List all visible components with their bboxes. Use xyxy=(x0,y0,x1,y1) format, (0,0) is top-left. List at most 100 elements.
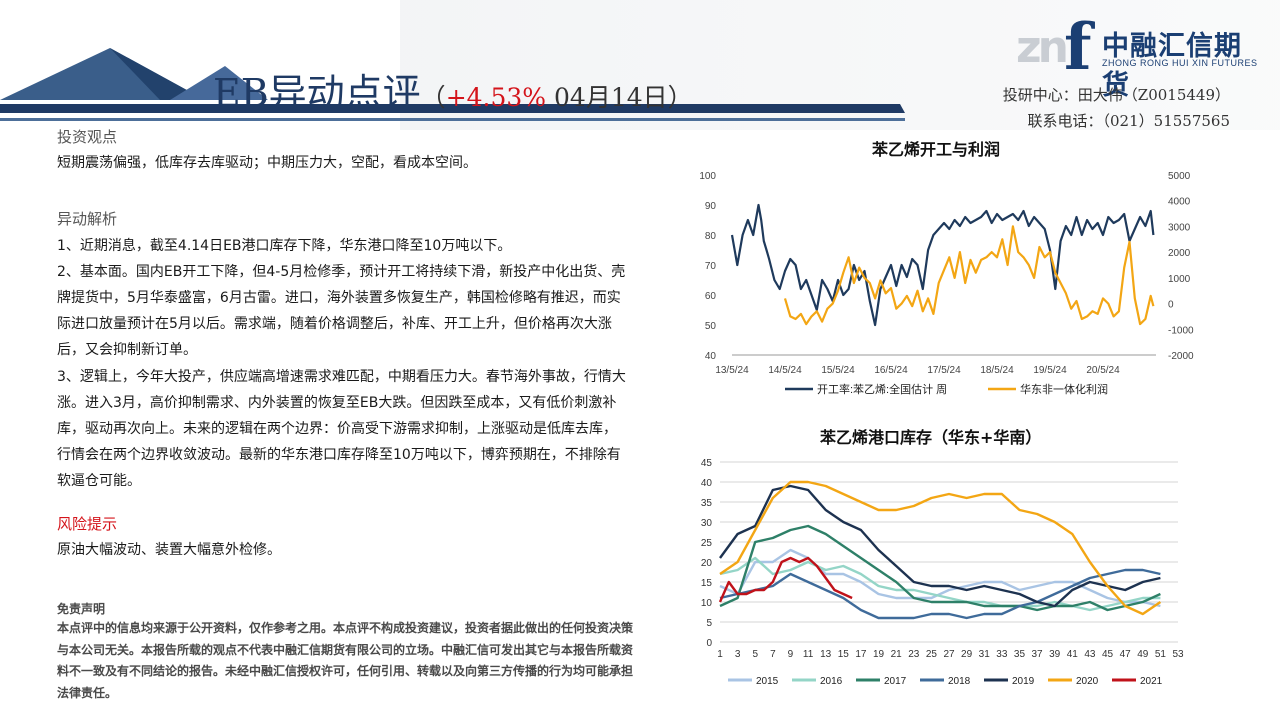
y-left-tick-label: 90 xyxy=(705,201,717,212)
y-right-tick-label: 5000 xyxy=(1168,171,1191,182)
x-tick-label: 27 xyxy=(943,649,955,660)
series-line-2019 xyxy=(719,484,1161,608)
x-tick-label: 47 xyxy=(1120,649,1132,660)
series-line-2021 xyxy=(718,556,853,603)
series-line-2016 xyxy=(719,556,1161,612)
disclaimer-heading: 免责声明 xyxy=(57,602,106,616)
x-tick-label: 31 xyxy=(979,649,991,660)
y-left-tick-label: 60 xyxy=(705,291,717,302)
change-percent: +4.53% xyxy=(445,83,547,112)
series-line-2020 xyxy=(719,480,1162,616)
chart2-title: 苯乙烯港口库存（华东+华南） xyxy=(820,428,1042,447)
y-right-tick-label: 1000 xyxy=(1168,274,1191,285)
view-heading: 投资观点 xyxy=(57,128,118,146)
series-line-operating-rate xyxy=(730,203,1155,327)
x-tick-label: 15 xyxy=(838,649,850,660)
y-right-tick-label: -1000 xyxy=(1168,325,1194,336)
y-tick-label: 5 xyxy=(706,618,712,629)
legend-label-2017: 2017 xyxy=(884,676,907,687)
company-logo: zn f 中融汇信期货 ZHONG RONG HUI XIN FUTURES xyxy=(1016,10,1266,101)
title-main: EB异动点评 xyxy=(213,71,421,115)
legend-label: 华东非一体化利润 xyxy=(1020,382,1108,396)
y-tick-label: 20 xyxy=(701,558,713,569)
legend-label: 开工率:苯乙烯:全国估计 周 xyxy=(817,382,947,396)
y-left-tick-label: 80 xyxy=(705,231,717,242)
x-tick-label: 25 xyxy=(926,649,938,660)
x-tick-label: 14/5/24 xyxy=(768,365,802,376)
y-right-tick-label: 0 xyxy=(1168,300,1174,311)
x-tick-label: 9 xyxy=(788,649,794,660)
y-right-tick-label: -2000 xyxy=(1168,351,1194,362)
x-tick-label: 1 xyxy=(717,649,723,660)
chart-operating-rate-profit: 40 50 60 70 80 90 100 -2000 -1000 0 1000 2000 3000 40… xyxy=(699,171,1194,396)
y-right-tick-label: 4000 xyxy=(1168,197,1191,208)
y-tick-label: 35 xyxy=(701,498,713,509)
legend-label-2018: 2018 xyxy=(948,676,971,687)
analysis-point-1: 1、近期消息，截至4.14日EB港口库存下降，华东港口降至10万吨以下。 xyxy=(57,237,512,254)
y-left-tick-label: 40 xyxy=(705,351,717,362)
x-tick-label: 35 xyxy=(1014,649,1026,660)
disclaimer-text: 本点评中的信息均来源于公开资料，仅作参考之用。本点评不构成投资建议，投资者据此做… xyxy=(57,621,634,700)
legend-label-2015: 2015 xyxy=(756,676,779,687)
x-tick-label: 33 xyxy=(996,649,1008,660)
x-tick-label: 51 xyxy=(1155,649,1167,660)
legend-label-2021: 2021 xyxy=(1140,676,1163,687)
phone-number: 联系电话：（021）51557565 xyxy=(1027,112,1230,130)
x-tick-label: 13 xyxy=(820,649,832,660)
x-tick-label: 17 xyxy=(855,649,867,660)
title-paren-open: （ xyxy=(420,83,446,112)
x-tick-label: 21 xyxy=(891,649,903,660)
x-tick-label: 29 xyxy=(961,649,973,660)
x-tick-label: 37 xyxy=(1032,649,1044,660)
x-tick-label: 3 xyxy=(735,649,741,660)
contact-info: 投研中心：田大伟（Z0015449） 联系电话：（021）51557565 xyxy=(1003,82,1230,134)
y-right-tick-label: 3000 xyxy=(1168,222,1191,233)
view-text: 短期震荡偏强，低库存去库驱动；中期压力大，空配，看成本空间。 xyxy=(57,155,477,172)
x-tick-label: 45 xyxy=(1102,649,1114,660)
x-tick-label: 5 xyxy=(752,649,758,660)
x-tick-label: 17/5/24 xyxy=(927,365,961,376)
y-tick-label: 10 xyxy=(701,598,713,609)
report-content: 投资观点 短期震荡偏强，低库存去库驱动；中期压力大，空配，看成本空间。 异动解析… xyxy=(57,124,627,563)
x-tick-label: 7 xyxy=(770,649,776,660)
y-tick-label: 40 xyxy=(701,478,713,489)
series-line-2015 xyxy=(719,548,1161,608)
x-tick-label: 18/5/24 xyxy=(980,365,1014,376)
x-tick-label: 19/5/24 xyxy=(1033,365,1067,376)
x-tick-label: 19 xyxy=(873,649,885,660)
legend-label-2016: 2016 xyxy=(820,676,843,687)
y-left-tick-label: 50 xyxy=(705,321,717,332)
x-tick-label: 43 xyxy=(1084,649,1096,660)
title-paren-close: ） xyxy=(667,83,693,112)
series-line-2017 xyxy=(719,524,1161,612)
logo-f-mark: f xyxy=(1064,10,1092,85)
series-line-2018 xyxy=(719,568,1161,620)
legend-label-2020: 2020 xyxy=(1076,676,1099,687)
research-center: 投研中心：田大伟（Z0015449） xyxy=(1002,86,1230,104)
y-tick-label: 0 xyxy=(706,638,712,649)
title-date: 04月14日 xyxy=(546,83,668,112)
header-decoration xyxy=(0,0,1280,130)
x-tick-label: 16/5/24 xyxy=(874,365,908,376)
logo-zn-mark: zn xyxy=(1016,22,1069,73)
y-left-tick-label: 100 xyxy=(699,171,716,182)
risk-heading: 风险提示 xyxy=(57,514,118,533)
analysis-heading: 异动解析 xyxy=(57,210,118,229)
x-tick-label: 49 xyxy=(1137,649,1149,660)
y-left-tick-label: 70 xyxy=(705,261,717,272)
logo-en-text: ZHONG RONG HUI XIN FUTURES xyxy=(1102,58,1258,68)
series-line-profit xyxy=(783,225,1155,326)
analysis-point-2: 2、基本面。国内EB开工下降，但4-5月检修季，预计开工将持续下滑，新投产中化出… xyxy=(57,263,626,359)
x-tick-label: 53 xyxy=(1172,649,1184,660)
y-tick-label: 25 xyxy=(701,538,713,549)
page-title: EB异动点评（+4.53% 04月14日） xyxy=(213,62,693,117)
risk-text: 原油大幅波动、装置大幅意外检修。 xyxy=(57,541,281,558)
legend-label-2019: 2019 xyxy=(1012,676,1035,687)
y-tick-label: 45 xyxy=(701,458,713,469)
x-tick-label: 13/5/24 xyxy=(715,365,749,376)
y-tick-label: 15 xyxy=(701,578,713,589)
x-tick-label: 20/5/24 xyxy=(1086,365,1120,376)
x-tick-label: 23 xyxy=(908,649,920,660)
x-tick-label: 41 xyxy=(1067,649,1079,660)
